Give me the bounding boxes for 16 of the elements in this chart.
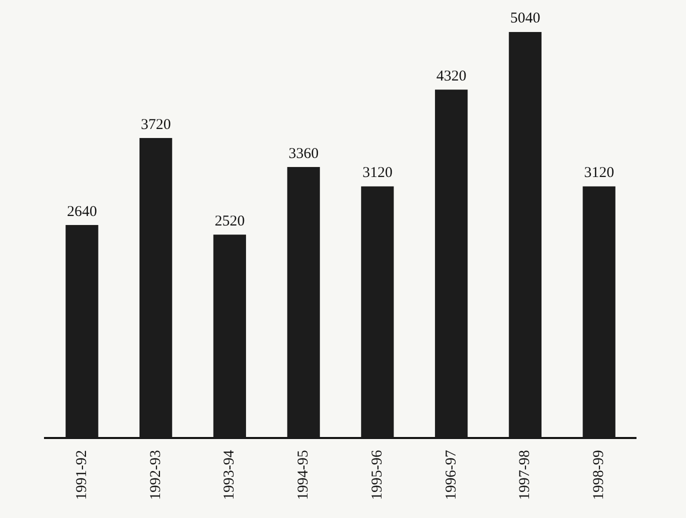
x-tick-label: 1998-99 [591, 450, 607, 500]
x-tick-label: 1995-96 [369, 450, 386, 500]
x-tick-label: 1992-93 [148, 450, 164, 500]
data-label: 2640 [66, 204, 97, 220]
data-label: 4320 [436, 68, 466, 84]
data-label: 3360 [288, 146, 319, 162]
x-tick-label: 1997-98 [517, 450, 534, 500]
data-label: 2520 [214, 213, 245, 230]
data-label: 5040 [510, 10, 540, 26]
x-tick-label: 1991-92 [74, 450, 90, 500]
data-label: 3120 [584, 165, 614, 182]
x-tick-label: 1993-94 [222, 450, 238, 500]
x-tick-label: 1994-95 [296, 450, 312, 500]
data-label: 3120 [362, 165, 392, 182]
x-tick-label: 1996-97 [443, 450, 460, 500]
data-label: 3720 [140, 116, 171, 133]
